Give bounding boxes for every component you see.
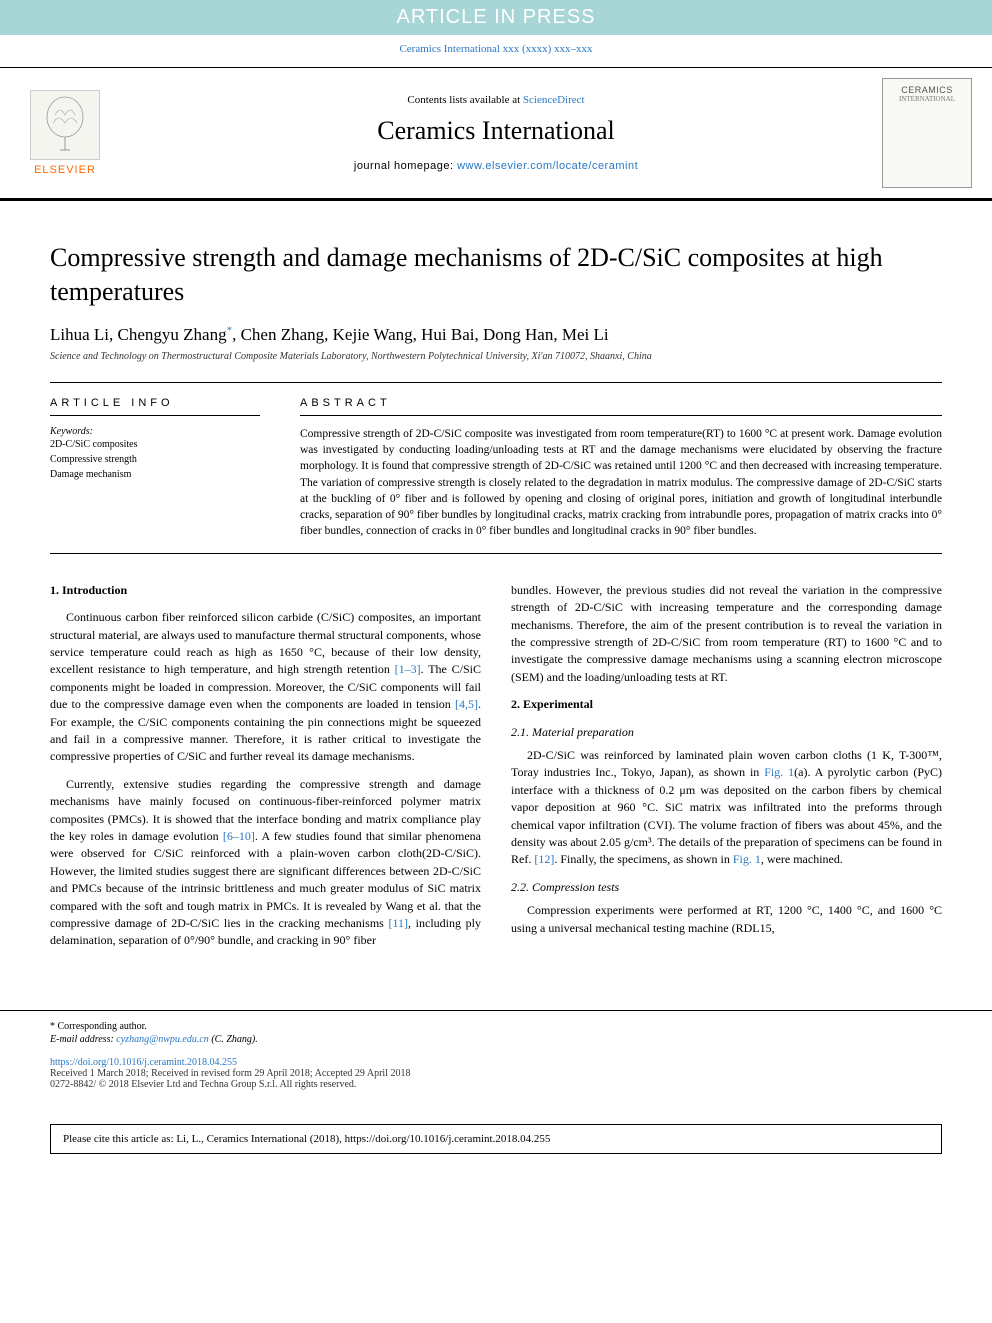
cover-title: CERAMICS <box>887 85 967 95</box>
keyword-item: Compressive strength <box>50 452 260 467</box>
doi-link[interactable]: https://doi.org/10.1016/j.ceramint.2018.… <box>50 1057 942 1068</box>
right-column: bundles. However, the previous studies d… <box>511 582 942 960</box>
material-paragraph: 2D-C/SiC was reinforced by laminated pla… <box>511 747 942 869</box>
homepage-line: journal homepage: www.elsevier.com/locat… <box>130 160 862 172</box>
intro-paragraph-2: Currently, extensive studies regarding t… <box>50 776 481 950</box>
journal-cover-thumbnail[interactable]: CERAMICS INTERNATIONAL <box>882 78 972 188</box>
email-link[interactable]: cyzhang@nwpu.edu.cn <box>116 1034 209 1045</box>
affiliation: Science and Technology on Thermostructur… <box>50 351 942 362</box>
subsection-compression-heading: 2.2. Compression tests <box>511 879 942 896</box>
compression-paragraph: Compression experiments were performed a… <box>511 902 942 937</box>
section-intro-heading: 1. Introduction <box>50 582 481 599</box>
text-span: . A few studies found that similar pheno… <box>50 829 481 930</box>
keywords-label: Keywords: <box>50 426 260 437</box>
main-content: Compressive strength and damage mechanis… <box>0 201 992 980</box>
email-suffix: (C. Zhang). <box>209 1034 258 1045</box>
abstract-heading: ABSTRACT <box>300 397 942 416</box>
header-center: Contents lists available at ScienceDirec… <box>130 94 862 172</box>
elsevier-tree-icon <box>30 90 100 160</box>
ref-link[interactable]: [11] <box>388 916 408 930</box>
please-cite-box: Please cite this article as: Li, L., Cer… <box>50 1124 942 1154</box>
figure-link[interactable]: Fig. 1 <box>733 852 761 866</box>
copyright-line: 0272-8842/ © 2018 Elsevier Ltd and Techn… <box>50 1079 942 1090</box>
ref-link[interactable]: [4,5] <box>455 697 478 711</box>
email-line: E-mail address: cyzhang@nwpu.edu.cn (C. … <box>50 1034 942 1045</box>
article-in-press-banner: ARTICLE IN PRESS <box>0 0 992 35</box>
figure-link[interactable]: Fig. 1 <box>764 765 794 779</box>
received-dates: Received 1 March 2018; Received in revis… <box>50 1068 942 1079</box>
journal-name: Ceramics International <box>130 116 862 146</box>
text-span: . Finally, the specimens, as shown in <box>554 852 733 866</box>
intro-paragraph-2-cont: bundles. However, the previous studies d… <box>511 582 942 686</box>
homepage-link[interactable]: www.elsevier.com/locate/ceramint <box>457 160 638 172</box>
homepage-prefix: journal homepage: <box>354 160 457 172</box>
corresponding-author-note: * Corresponding author. <box>50 1021 942 1032</box>
publisher-logo[interactable]: ELSEVIER <box>20 83 110 183</box>
footer-block: * Corresponding author. E-mail address: … <box>0 1010 992 1110</box>
intro-paragraph-1: Continuous carbon fiber reinforced silic… <box>50 609 481 766</box>
info-abstract-row: ARTICLE INFO Keywords: 2D-C/SiC composit… <box>50 382 942 554</box>
authors-text: Lihua Li, Chengyu Zhang*, Chen Zhang, Ke… <box>50 325 609 344</box>
contents-available-line: Contents lists available at ScienceDirec… <box>130 94 862 106</box>
ref-link[interactable]: [6–10] <box>223 829 255 843</box>
sciencedirect-link[interactable]: ScienceDirect <box>523 94 585 106</box>
contents-prefix: Contents lists available at <box>407 94 522 106</box>
publisher-name: ELSEVIER <box>34 164 96 176</box>
body-columns: 1. Introduction Continuous carbon fiber … <box>50 582 942 960</box>
ref-link[interactable]: [12] <box>534 852 554 866</box>
abstract-column: ABSTRACT Compressive strength of 2D-C/Si… <box>280 383 942 553</box>
cover-subtitle: INTERNATIONAL <box>887 95 967 103</box>
keywords-list: 2D-C/SiC composites Compressive strength… <box>50 437 260 482</box>
article-info-column: ARTICLE INFO Keywords: 2D-C/SiC composit… <box>50 383 280 553</box>
subsection-material-heading: 2.1. Material preparation <box>511 724 942 741</box>
text-span: , were machined. <box>761 852 843 866</box>
corresponding-marker-icon: * <box>227 325 233 337</box>
email-label: E-mail address: <box>50 1034 116 1045</box>
keyword-item: 2D-C/SiC composites <box>50 437 260 452</box>
section-experimental-heading: 2. Experimental <box>511 696 942 713</box>
ref-link[interactable]: [1–3] <box>395 662 421 676</box>
journal-header: ELSEVIER Contents lists available at Sci… <box>0 67 992 201</box>
top-citation: Ceramics International xxx (xxxx) xxx–xx… <box>0 43 992 55</box>
keyword-item: Damage mechanism <box>50 467 260 482</box>
article-info-heading: ARTICLE INFO <box>50 397 260 416</box>
abstract-text: Compressive strength of 2D-C/SiC composi… <box>300 426 942 539</box>
article-title: Compressive strength and damage mechanis… <box>50 241 942 309</box>
author-list: Lihua Li, Chengyu Zhang*, Chen Zhang, Ke… <box>50 325 942 346</box>
left-column: 1. Introduction Continuous carbon fiber … <box>50 582 481 960</box>
